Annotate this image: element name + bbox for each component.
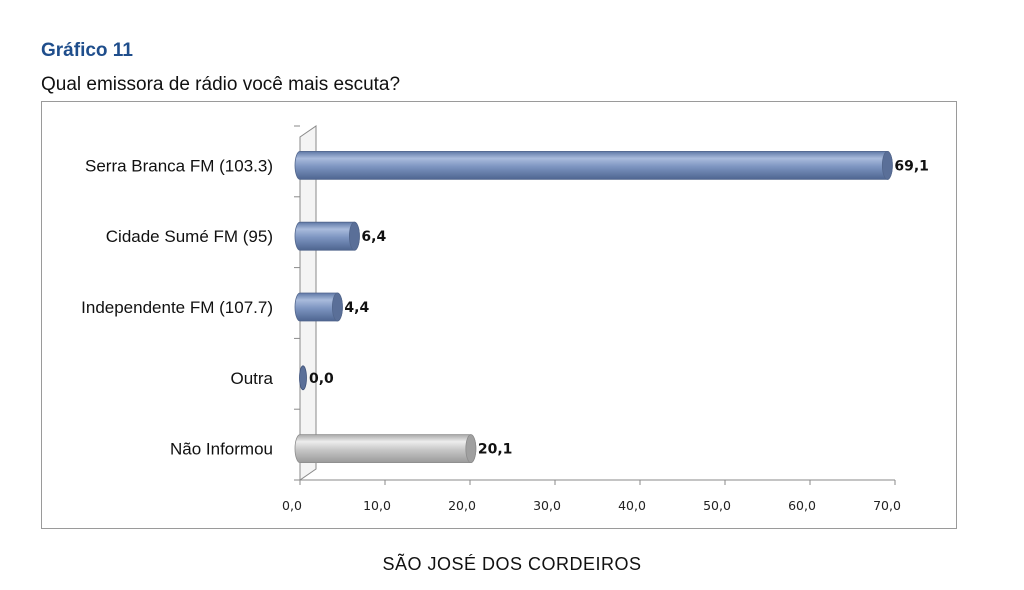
bar	[294, 292, 343, 322]
x-tick-label: 50,0	[703, 498, 731, 513]
x-tick-label: 60,0	[788, 498, 816, 513]
bar	[294, 434, 477, 464]
bar-end-cap	[348, 221, 360, 251]
x-tick-label: 20,0	[448, 498, 476, 513]
bar-body	[294, 434, 477, 463]
bar-value-label: 69,1	[894, 158, 929, 174]
x-tick-label: 0,0	[282, 498, 302, 513]
bar-value-label: 6,4	[361, 229, 386, 245]
bar	[294, 221, 360, 251]
category-label: Cidade Sumé FM (95)	[106, 227, 273, 246]
x-tick-label: 40,0	[618, 498, 646, 513]
x-tick-label: 10,0	[363, 498, 391, 513]
bar	[294, 150, 893, 180]
bar-end-cap	[881, 150, 893, 180]
category-label: Independente FM (107.7)	[81, 298, 273, 317]
bar-value-label: 0,0	[309, 371, 334, 387]
bar-end-cap	[465, 434, 477, 464]
category-label: Outra	[230, 369, 273, 388]
bar-value-label: 20,1	[478, 442, 513, 458]
bar-body	[294, 151, 893, 180]
bar-end-cap	[331, 292, 343, 322]
category-label: Não Informou	[170, 440, 273, 459]
bar-value-label: 4,4	[344, 300, 369, 316]
bar-end-cap	[299, 365, 307, 391]
category-label: Serra Branca FM (103.3)	[85, 156, 273, 175]
chart-number-title: Gráfico 11	[41, 40, 133, 61]
location-caption: SÃO JOSÉ DOS CORDEIROS	[382, 554, 642, 574]
x-tick-label: 70,0	[873, 498, 901, 513]
survey-question: Qual emissora de rádio você mais escuta?	[41, 74, 401, 95]
x-tick-label: 30,0	[533, 498, 561, 513]
bar	[299, 365, 307, 391]
